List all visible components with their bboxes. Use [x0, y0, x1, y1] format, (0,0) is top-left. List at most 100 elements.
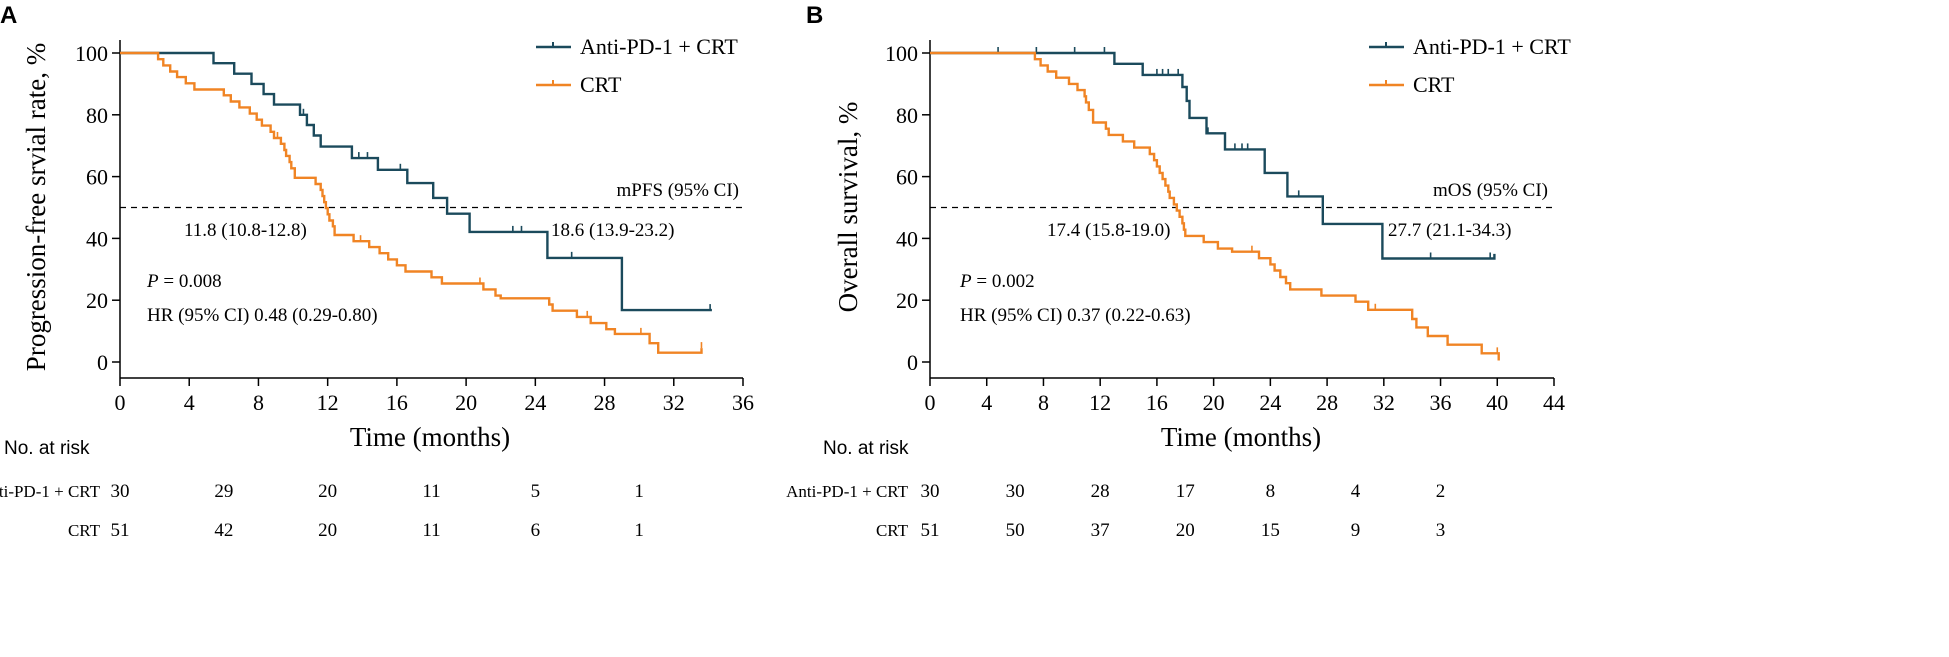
x-tick-label: 28 [594, 390, 616, 415]
median-right-annotation: 27.7 (21.1-34.3) [1388, 220, 1511, 241]
hazard-ratio-annotation: HR (95% CI) 0.37 (0.22-0.63) [960, 305, 1191, 326]
x-tick-label: 8 [253, 390, 264, 415]
y-tick-label: 40 [896, 226, 918, 251]
median-label: mOS (95% CI) [1433, 180, 1548, 201]
risk-count: 30 [1006, 481, 1025, 502]
risk-count: 4 [1351, 481, 1361, 502]
panel-a: A Progression-free srvial rate, % Time (… [0, 2, 754, 541]
survival-curves [120, 51, 712, 354]
risk-count: 30 [921, 481, 940, 502]
y-tick-label: 40 [86, 226, 108, 251]
risk-count: 30 [111, 481, 130, 502]
median-left-annotation: 17.4 (15.8-19.0) [1047, 220, 1170, 241]
x-axis-title: Time (months) [350, 422, 510, 452]
x-tick-label: 40 [1486, 390, 1508, 415]
risk-count: 17 [1176, 481, 1195, 502]
series-line-anti-pd1 [930, 51, 1496, 260]
risk-count: 50 [1006, 520, 1025, 541]
y-tick-label: 80 [896, 103, 918, 128]
panel-label: A [0, 2, 17, 29]
y-axis-title: Progression-free srvial rate, % [21, 43, 51, 371]
risk-count: 6 [531, 520, 541, 541]
x-tick-label: 8 [1038, 390, 1049, 415]
risk-count: 15 [1261, 520, 1280, 541]
y-axis-title: Overall survival, % [833, 102, 863, 313]
p-label: P [959, 271, 972, 292]
x-ticks: 0 4 8 12 16 20 24 28 32 36 40 44 [925, 378, 1565, 415]
risk-table-header: No. at risk [823, 438, 909, 459]
x-tick-label: 16 [386, 390, 408, 415]
risk-count: 20 [1176, 520, 1195, 541]
y-tick-label: 20 [86, 288, 108, 313]
risk-count: 29 [214, 481, 233, 502]
risk-row-label-crt: CRT [68, 521, 101, 540]
y-ticks: 0 20 40 60 80 100 [885, 41, 930, 375]
risk-count: 51 [111, 520, 130, 541]
legend: Anti-PD-1 + CRT CRT [1369, 34, 1571, 97]
legend-label-anti-pd1: Anti-PD-1 + CRT [1413, 34, 1571, 59]
p-value-annotation: P = 0.002 [959, 271, 1035, 292]
risk-count: 11 [422, 520, 440, 541]
x-tick-label: 36 [1430, 390, 1452, 415]
x-tick-label: 28 [1316, 390, 1338, 415]
panel-b: B Overall survival, % Time (months) 0 4 8 1… [786, 2, 1571, 541]
risk-row-label-anti-pd1: Anti-PD-1 + CRT [786, 482, 909, 501]
y-tick-label: 80 [86, 103, 108, 128]
x-axis-title: Time (months) [1161, 422, 1321, 452]
risk-count: 28 [1091, 481, 1110, 502]
x-tick-label: 24 [1259, 390, 1281, 415]
median-label: mPFS (95% CI) [617, 180, 739, 201]
risk-count: 8 [1266, 481, 1276, 502]
x-ticks: 0 4 8 12 16 20 24 28 32 36 [115, 378, 754, 415]
risk-count: 1 [634, 481, 644, 502]
risk-row-label-anti-pd1: Anti-PD-1 + CRT [0, 482, 101, 501]
risk-count: 1 [634, 520, 644, 541]
risk-count: 2 [1436, 481, 1446, 502]
series-line-anti-pd1 [120, 51, 712, 312]
series-line-crt [120, 51, 703, 354]
risk-count: 20 [318, 520, 337, 541]
risk-table-header: No. at risk [4, 438, 90, 459]
y-tick-label: 60 [896, 165, 918, 190]
x-tick-label: 16 [1146, 390, 1168, 415]
x-tick-label: 4 [981, 390, 992, 415]
x-tick-label: 36 [732, 390, 754, 415]
legend-label-crt: CRT [1413, 72, 1455, 97]
x-tick-label: 44 [1543, 390, 1565, 415]
risk-count: 20 [318, 481, 337, 502]
risk-count: 42 [214, 520, 233, 541]
x-tick-label: 32 [1373, 390, 1395, 415]
risk-count: 9 [1351, 520, 1361, 541]
p-value: = 0.008 [159, 271, 222, 292]
risk-table-counts: 30 30 28 17 8 4 2 51 50 37 20 15 9 3 [921, 481, 1446, 541]
x-tick-label: 24 [524, 390, 546, 415]
y-tick-label: 100 [75, 41, 108, 66]
risk-count: 11 [422, 481, 440, 502]
risk-table-counts: 30 29 20 11 5 151 42 20 11 6 1 [111, 481, 644, 541]
x-tick-label: 20 [455, 390, 477, 415]
y-tick-label: 0 [907, 350, 918, 375]
panel-label: B [806, 2, 823, 29]
y-tick-label: 100 [885, 41, 918, 66]
x-tick-label: 12 [1089, 390, 1111, 415]
x-tick-label: 0 [115, 390, 126, 415]
p-value: = 0.002 [972, 271, 1035, 292]
y-tick-label: 0 [97, 350, 108, 375]
x-tick-label: 12 [317, 390, 339, 415]
y-tick-label: 20 [896, 288, 918, 313]
risk-count: 3 [1436, 520, 1446, 541]
y-ticks: 0 20 40 60 80 100 [75, 41, 120, 375]
risk-count: 51 [921, 520, 940, 541]
median-right-annotation: 18.6 (13.9-23.2) [551, 220, 674, 241]
x-tick-label: 20 [1203, 390, 1225, 415]
risk-count: 37 [1091, 520, 1110, 541]
series-line-crt [930, 51, 1500, 361]
legend: Anti-PD-1 + CRT CRT [536, 34, 738, 97]
x-tick-label: 32 [663, 390, 685, 415]
p-value-annotation: P = 0.008 [146, 271, 222, 292]
p-label: P [146, 271, 159, 292]
median-left-annotation: 11.8 (10.8-12.8) [184, 220, 307, 241]
survival-curves [930, 47, 1500, 361]
legend-label-crt: CRT [580, 72, 622, 97]
